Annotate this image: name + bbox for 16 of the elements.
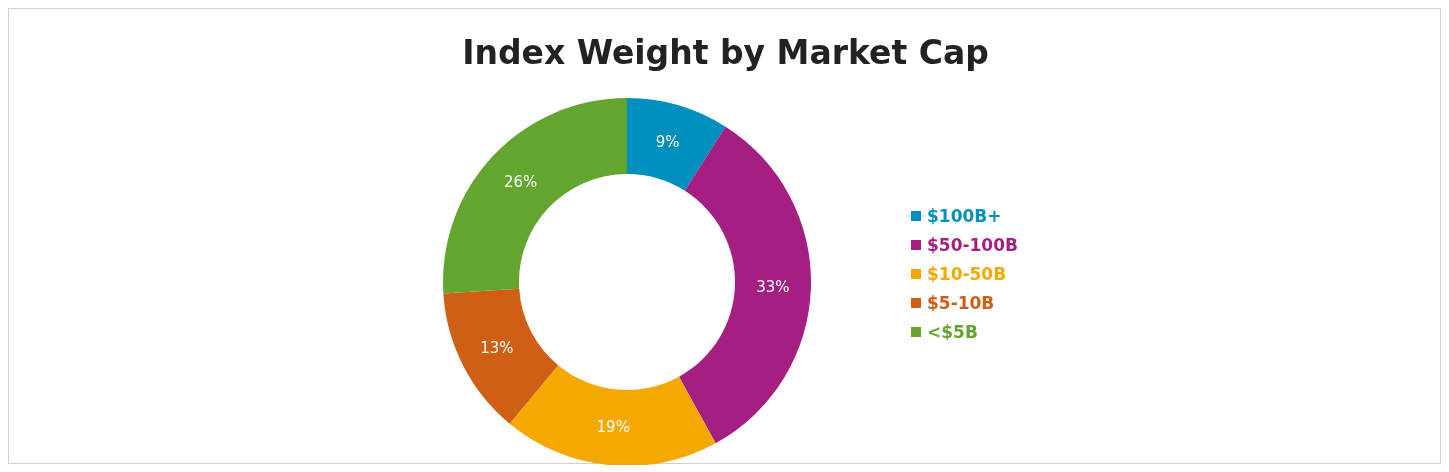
data-label: 19%: [596, 418, 630, 437]
data-label: 26%: [503, 173, 538, 192]
donut-slice: [679, 126, 811, 444]
data-label: 9%: [655, 132, 680, 151]
chart-title: Index Weight by Market Cap: [461, 33, 990, 72]
legend-label: $100B+: [927, 206, 1002, 226]
legend-label: $50-100B: [927, 235, 1018, 255]
donut-slice: [443, 288, 559, 424]
donut-slice: [443, 98, 627, 294]
data-label: 13%: [480, 339, 514, 358]
legend-label: <$5B: [927, 322, 978, 342]
donut-slice: [627, 98, 726, 191]
legend-label: $5-10B: [927, 293, 995, 313]
legend-label: $10-50B: [927, 264, 1007, 284]
donut-slice: [509, 365, 716, 465]
data-label: 33%: [756, 277, 790, 296]
